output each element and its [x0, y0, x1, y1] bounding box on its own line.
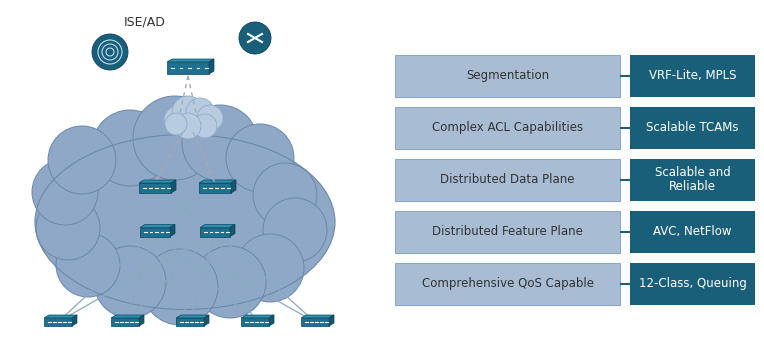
Circle shape: [239, 22, 271, 54]
Circle shape: [164, 106, 192, 134]
Circle shape: [32, 159, 98, 225]
Polygon shape: [200, 224, 235, 228]
Polygon shape: [176, 318, 204, 326]
FancyBboxPatch shape: [630, 210, 755, 252]
Circle shape: [48, 126, 116, 194]
Text: Scalable and
Reliable: Scalable and Reliable: [655, 165, 730, 194]
Ellipse shape: [35, 135, 335, 309]
Circle shape: [186, 98, 214, 126]
Polygon shape: [176, 315, 209, 318]
FancyBboxPatch shape: [395, 262, 620, 304]
Text: ISE/AD: ISE/AD: [124, 15, 166, 28]
Polygon shape: [231, 180, 236, 193]
Polygon shape: [199, 183, 231, 193]
Circle shape: [133, 96, 217, 180]
Circle shape: [182, 105, 258, 181]
Polygon shape: [301, 315, 334, 318]
Text: AVC, NetFlow: AVC, NetFlow: [653, 225, 732, 238]
Text: Segmentation: Segmentation: [466, 69, 549, 82]
Polygon shape: [44, 315, 77, 318]
Circle shape: [226, 124, 294, 192]
Polygon shape: [72, 315, 77, 326]
Circle shape: [194, 246, 266, 318]
Text: Distributed Data Plane: Distributed Data Plane: [440, 173, 575, 186]
Polygon shape: [111, 318, 139, 326]
Polygon shape: [139, 180, 176, 183]
Polygon shape: [139, 315, 144, 326]
Circle shape: [193, 114, 217, 138]
Circle shape: [92, 110, 168, 186]
Circle shape: [263, 198, 327, 262]
Text: 12-Class, Queuing: 12-Class, Queuing: [639, 277, 746, 290]
Circle shape: [236, 234, 304, 302]
Polygon shape: [171, 180, 176, 193]
Polygon shape: [139, 183, 171, 193]
Circle shape: [197, 105, 223, 131]
Circle shape: [175, 113, 201, 139]
Polygon shape: [140, 224, 175, 228]
Circle shape: [92, 34, 128, 70]
FancyBboxPatch shape: [395, 55, 620, 97]
Polygon shape: [140, 228, 170, 237]
Polygon shape: [230, 224, 235, 237]
Polygon shape: [241, 318, 269, 326]
Text: VRF-Lite, MPLS: VRF-Lite, MPLS: [649, 69, 736, 82]
Circle shape: [165, 113, 187, 135]
Circle shape: [142, 249, 218, 325]
Polygon shape: [269, 315, 274, 326]
FancyBboxPatch shape: [630, 55, 755, 97]
Polygon shape: [167, 59, 214, 62]
Polygon shape: [204, 315, 209, 326]
Polygon shape: [209, 59, 214, 74]
FancyBboxPatch shape: [395, 210, 620, 252]
Polygon shape: [199, 180, 236, 183]
Circle shape: [253, 163, 317, 227]
FancyBboxPatch shape: [395, 107, 620, 149]
Text: Complex ACL Capabilities: Complex ACL Capabilities: [432, 121, 583, 134]
Polygon shape: [167, 62, 209, 74]
Polygon shape: [170, 224, 175, 237]
FancyBboxPatch shape: [630, 159, 755, 200]
Circle shape: [94, 246, 166, 318]
Polygon shape: [44, 318, 72, 326]
Polygon shape: [301, 318, 329, 326]
FancyBboxPatch shape: [395, 159, 620, 200]
Polygon shape: [200, 228, 230, 237]
Circle shape: [36, 196, 100, 260]
Polygon shape: [111, 315, 144, 318]
Text: Scalable TCAMs: Scalable TCAMs: [646, 121, 739, 134]
Circle shape: [172, 96, 204, 128]
Circle shape: [56, 233, 120, 297]
Polygon shape: [329, 315, 334, 326]
FancyBboxPatch shape: [630, 262, 755, 304]
Text: Comprehensive QoS Capable: Comprehensive QoS Capable: [422, 277, 594, 290]
Text: Distributed Feature Plane: Distributed Feature Plane: [432, 225, 583, 238]
FancyBboxPatch shape: [630, 107, 755, 149]
Polygon shape: [241, 315, 274, 318]
